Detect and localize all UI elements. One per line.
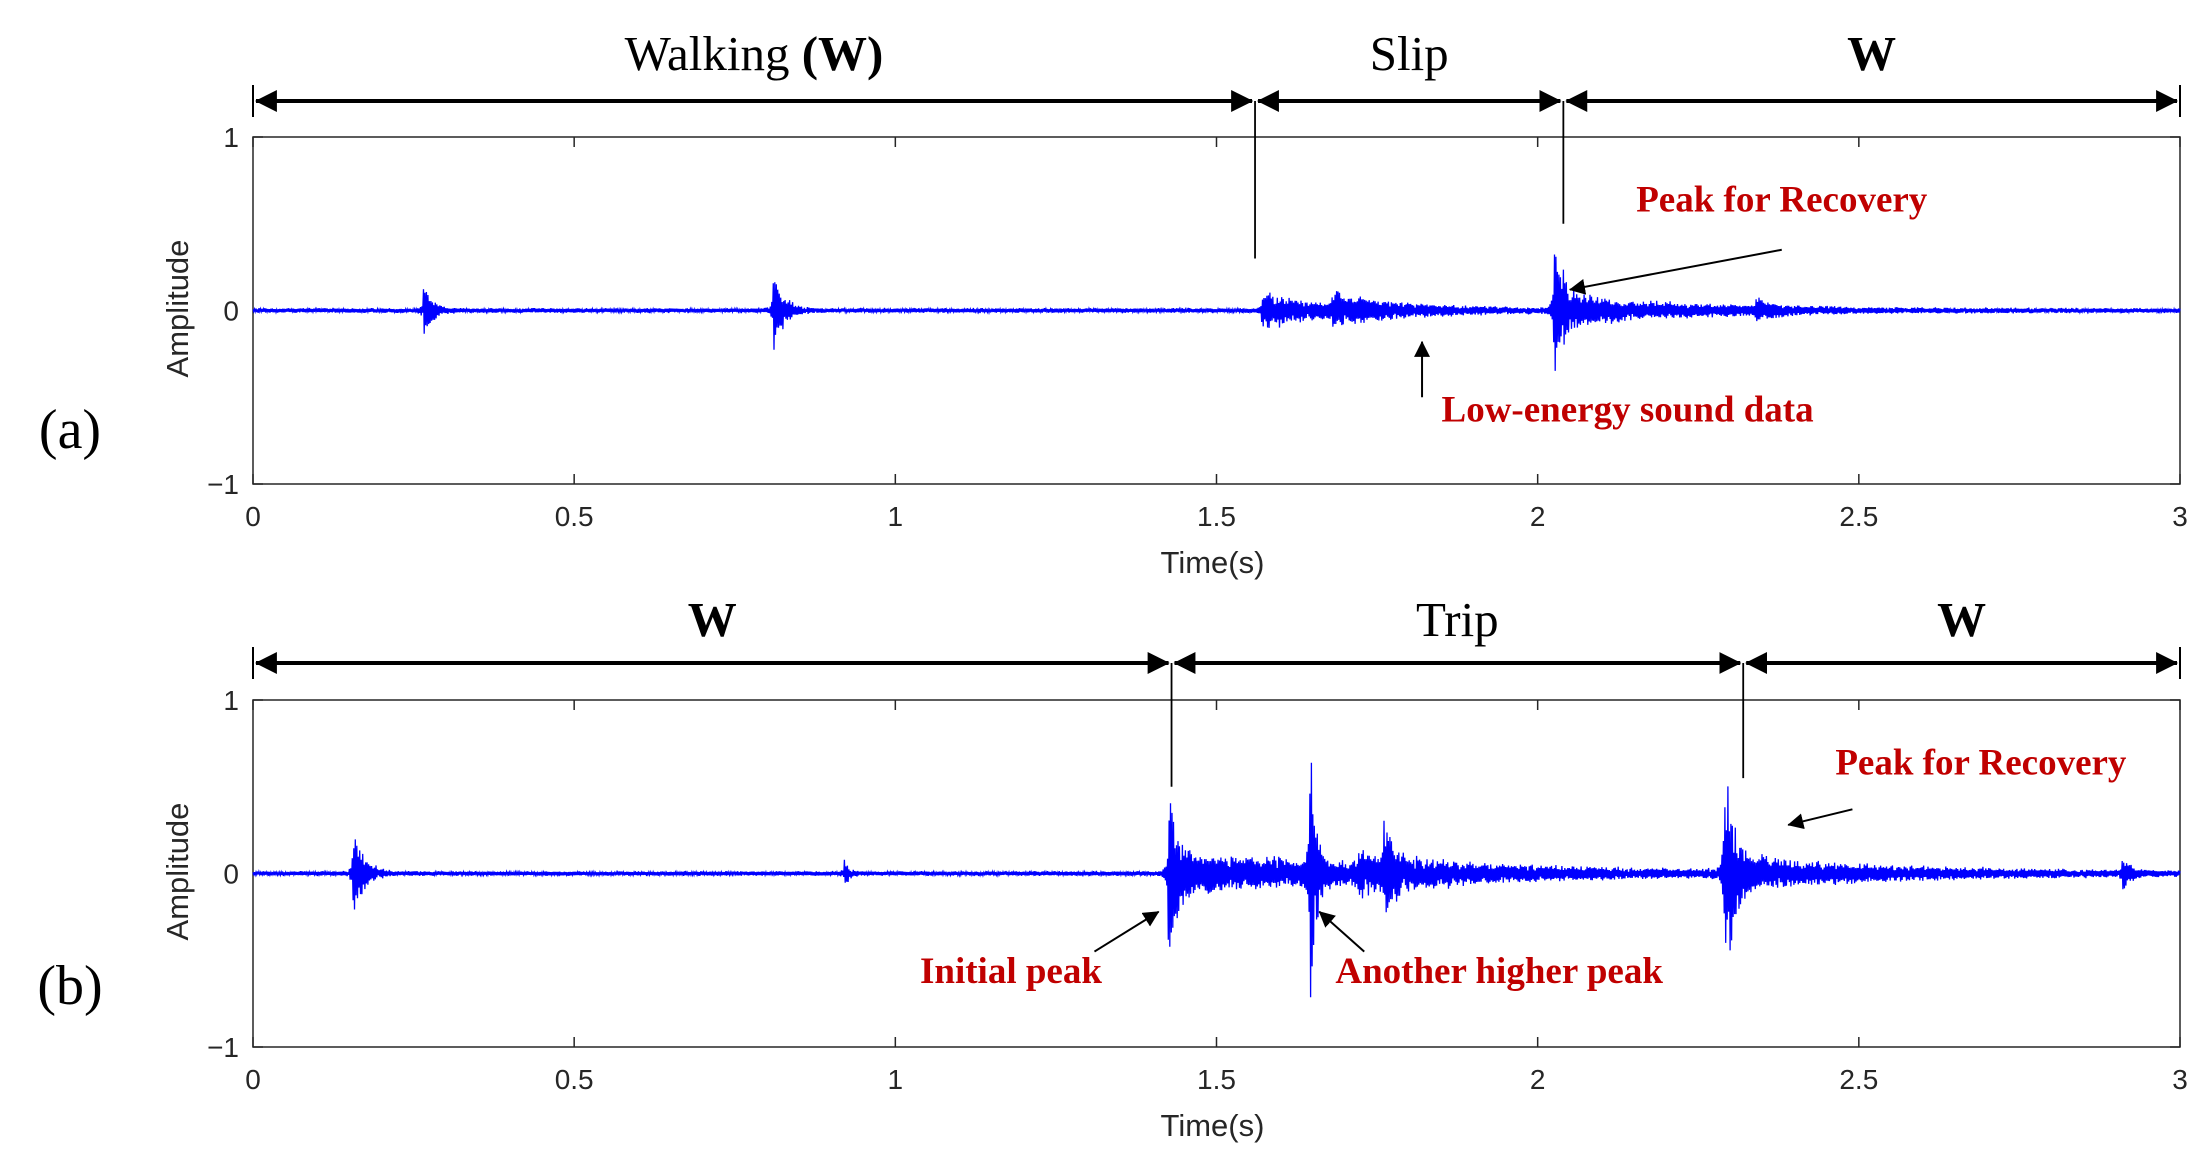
- x-tick-label: 2: [1530, 501, 1546, 532]
- x-tick-label: 1.5: [1197, 501, 1236, 532]
- segment-label: Trip: [1416, 592, 1499, 647]
- panel-a: 0 0.5 1 1.5 2 2.5 3−101Time(s)Amplitude(a)Walk…: [39, 26, 2188, 580]
- x-tick-label: 2: [1530, 1064, 1546, 1095]
- x-tick-label: 0.5: [555, 501, 594, 532]
- x-axis-label: Time(s): [1161, 1108, 1265, 1143]
- y-tick-label: −1: [207, 469, 239, 500]
- annotation-arrow: [1093, 910, 1160, 953]
- annotation-label: Peak for Recovery: [1835, 743, 2127, 784]
- x-tick-label: 3: [2172, 501, 2188, 532]
- segment-label: Walking (W): [625, 26, 884, 81]
- y-tick-label: −1: [207, 1032, 239, 1063]
- signal-line: [252, 254, 2181, 371]
- segment-label: Slip: [1370, 26, 1449, 81]
- annotation-arrow: [1568, 248, 1782, 295]
- segment-label: W: [1937, 592, 1986, 647]
- x-tick-label: 2.5: [1839, 1064, 1878, 1095]
- x-tick-label: 0.5: [555, 1064, 594, 1095]
- annotation-label: Initial peak: [920, 951, 1102, 992]
- x-tick-label: 1: [888, 501, 904, 532]
- segment-label: W: [1847, 26, 1896, 81]
- x-tick-label: 1: [888, 1064, 904, 1095]
- annotation-label: Peak for Recovery: [1636, 180, 1928, 221]
- y-axis-label: Amplitude: [160, 240, 195, 378]
- annotation-arrow: [1787, 808, 1853, 830]
- x-axis-label: Time(s): [1161, 545, 1265, 580]
- annotation-label: Low-energy sound data: [1442, 390, 1814, 431]
- panel-label: (a): [39, 399, 101, 461]
- annotation-arrow: [1318, 910, 1365, 953]
- x-tick-label: 1.5: [1197, 1064, 1236, 1095]
- annotation-label: Another higher peak: [1335, 951, 1663, 992]
- x-tick-label: 0: [245, 501, 261, 532]
- segment-label: W: [688, 592, 737, 647]
- y-tick-label: 1: [223, 685, 239, 716]
- y-tick-label: 0: [223, 859, 239, 890]
- x-tick-label: 0: [245, 1064, 261, 1095]
- x-tick-label: 3: [2172, 1064, 2188, 1095]
- y-axis-label: Amplitude: [160, 803, 195, 941]
- panel-label: (b): [37, 955, 102, 1017]
- y-tick-label: 1: [223, 122, 239, 153]
- y-tick-label: 0: [223, 296, 239, 327]
- signal-line: [252, 762, 2181, 998]
- x-tick-label: 2.5: [1839, 501, 1878, 532]
